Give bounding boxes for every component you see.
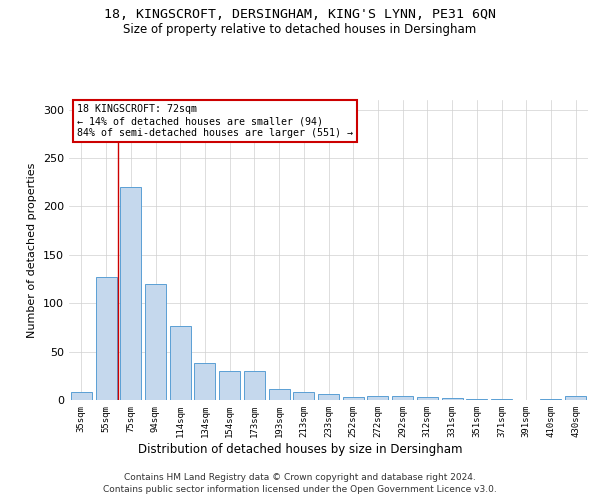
Bar: [318, 394, 339, 400]
Bar: [145, 284, 166, 400]
Bar: [541, 399, 562, 400]
Bar: [219, 371, 240, 400]
Text: Size of property relative to detached houses in Dersingham: Size of property relative to detached ho…: [124, 22, 476, 36]
Text: Contains public sector information licensed under the Open Government Licence v3: Contains public sector information licen…: [103, 485, 497, 494]
Bar: [565, 396, 586, 400]
Text: Distribution of detached houses by size in Dersingham: Distribution of detached houses by size …: [138, 442, 462, 456]
Y-axis label: Number of detached properties: Number of detached properties: [28, 162, 37, 338]
Bar: [367, 396, 388, 400]
Bar: [71, 392, 92, 400]
Text: 18, KINGSCROFT, DERSINGHAM, KING'S LYNN, PE31 6QN: 18, KINGSCROFT, DERSINGHAM, KING'S LYNN,…: [104, 8, 496, 20]
Bar: [95, 277, 116, 400]
Text: Contains HM Land Registry data © Crown copyright and database right 2024.: Contains HM Land Registry data © Crown c…: [124, 472, 476, 482]
Bar: [417, 397, 438, 400]
Bar: [491, 399, 512, 400]
Bar: [170, 326, 191, 400]
Text: 18 KINGSCROFT: 72sqm
← 14% of detached houses are smaller (94)
84% of semi-detac: 18 KINGSCROFT: 72sqm ← 14% of detached h…: [77, 104, 353, 138]
Bar: [244, 371, 265, 400]
Bar: [293, 392, 314, 400]
Bar: [269, 390, 290, 400]
Bar: [442, 398, 463, 400]
Bar: [466, 399, 487, 400]
Bar: [392, 396, 413, 400]
Bar: [343, 397, 364, 400]
Bar: [194, 363, 215, 400]
Bar: [120, 187, 141, 400]
